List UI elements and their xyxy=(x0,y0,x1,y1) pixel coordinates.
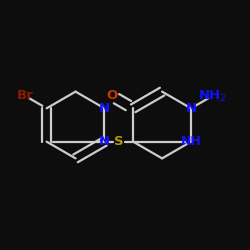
Text: NH: NH xyxy=(180,135,201,148)
Text: Br: Br xyxy=(17,90,34,102)
Text: S: S xyxy=(114,135,124,148)
Text: N: N xyxy=(99,135,110,148)
Text: NH$_2$: NH$_2$ xyxy=(198,88,227,104)
Text: N: N xyxy=(99,102,110,115)
Text: N: N xyxy=(186,102,196,115)
Text: O: O xyxy=(106,90,118,102)
